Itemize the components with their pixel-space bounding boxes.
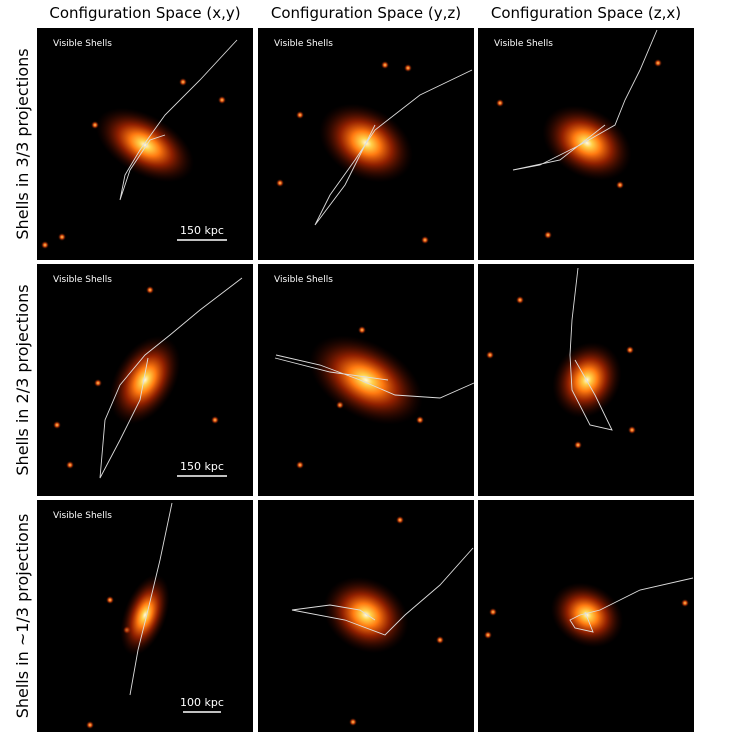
satellite xyxy=(179,78,187,86)
galaxy xyxy=(542,105,632,181)
satellite xyxy=(296,461,304,469)
galaxy xyxy=(120,574,170,656)
row-label: Shells in ~1/3 projections xyxy=(13,514,32,719)
scale-bar-label: 150 kpc xyxy=(180,224,224,237)
shell-curve xyxy=(274,354,475,399)
satellite xyxy=(544,231,552,239)
column-title: Configuration Space (y,z) xyxy=(271,4,461,22)
satellite xyxy=(626,346,634,354)
galaxy xyxy=(309,335,423,425)
satellite xyxy=(358,326,366,334)
satellite xyxy=(421,236,429,244)
shell-curve xyxy=(99,277,243,479)
row-label: Shells in 3/3 projections xyxy=(13,48,32,239)
satellite xyxy=(396,516,404,524)
panel: Visible Shells xyxy=(258,264,475,496)
shell-curve xyxy=(119,39,238,201)
satellite xyxy=(484,631,492,639)
satellite xyxy=(94,379,102,387)
satellite xyxy=(276,179,284,187)
panel: Visible Shells 150 kpc xyxy=(37,264,253,496)
satellite xyxy=(681,599,689,607)
satellite xyxy=(486,351,494,359)
satellite xyxy=(416,416,424,424)
satellite xyxy=(516,296,524,304)
shell-curve xyxy=(129,502,173,696)
galaxy xyxy=(550,582,624,648)
shell-curve xyxy=(569,577,694,633)
row-label: Shells in 2/3 projections xyxy=(13,284,32,475)
panel-label: Visible Shells xyxy=(53,275,112,285)
panel xyxy=(478,500,694,732)
panel-label: Visible Shells xyxy=(53,511,112,521)
column-title: Configuration Space (x,y) xyxy=(49,4,240,22)
satellite xyxy=(106,596,114,604)
panel: Visible Shells 100 kpc xyxy=(37,500,253,732)
panel-label: Visible Shells xyxy=(274,275,333,285)
panel xyxy=(258,500,474,732)
shell-curve xyxy=(512,29,658,171)
galaxy xyxy=(95,107,195,183)
panel: Visible Shells xyxy=(478,28,694,260)
satellite xyxy=(218,96,226,104)
galaxy xyxy=(323,576,409,654)
galaxy xyxy=(552,342,622,418)
shell-curve xyxy=(314,69,473,226)
satellite xyxy=(654,59,662,67)
satellite xyxy=(86,721,94,729)
panel xyxy=(478,264,694,496)
scale-bar-label: 100 kpc xyxy=(180,696,224,709)
panel: Visible Shells 150 kpc xyxy=(37,28,253,260)
satellite xyxy=(404,64,412,72)
satellite xyxy=(211,416,219,424)
satellite xyxy=(381,61,389,69)
shell-curve xyxy=(291,547,474,636)
satellite xyxy=(66,461,74,469)
satellite xyxy=(496,99,504,107)
satellite xyxy=(58,233,66,241)
satellite xyxy=(296,111,304,119)
panel-label: Visible Shells xyxy=(53,39,112,49)
satellite xyxy=(349,718,357,726)
satellite xyxy=(436,636,444,644)
galaxy xyxy=(109,335,181,425)
panel-label: Visible Shells xyxy=(494,39,553,49)
satellite xyxy=(146,286,154,294)
column-title: Configuration Space (z,x) xyxy=(491,4,681,22)
panel-label: Visible Shells xyxy=(274,39,333,49)
panel: Visible Shells xyxy=(258,28,474,260)
satellite xyxy=(616,181,624,189)
satellite xyxy=(53,421,61,429)
satellite xyxy=(574,441,582,449)
satellite xyxy=(41,241,49,249)
satellite xyxy=(628,426,636,434)
shell-curve xyxy=(569,267,613,431)
scale-bar-label: 150 kpc xyxy=(180,460,224,473)
satellite xyxy=(489,608,497,616)
